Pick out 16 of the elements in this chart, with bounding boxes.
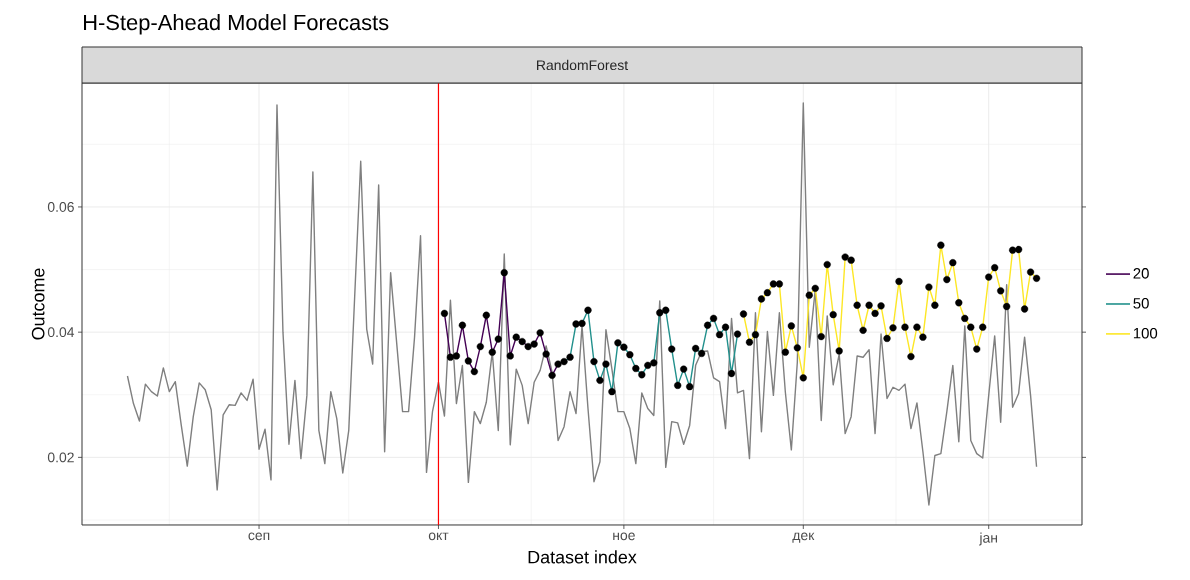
x-tick-label: ное	[613, 532, 635, 541]
y-tick-label: 0.04	[47, 327, 75, 338]
x-tick-label: јан	[979, 532, 998, 546]
y-tick-label: 0.06	[47, 202, 74, 212]
legend-label: 20	[1133, 268, 1149, 279]
y-axis-title: Outcome	[31, 268, 45, 340]
line-series	[126, 102, 1038, 506]
chart-title: H-Step-Ahead Model Forecasts	[84, 14, 389, 35]
x-tick-label: дек	[792, 532, 815, 543]
chart-subtitle: RandomForest	[537, 59, 629, 71]
legend-label: 100	[1133, 327, 1158, 339]
y-tick-label: 0.02	[47, 452, 74, 463]
x-tick-label: окт	[428, 532, 449, 541]
x-axis-title: Dataset index	[528, 550, 637, 564]
x-tick-label: сеп	[248, 532, 270, 541]
legend-label: 50	[1133, 298, 1149, 309]
